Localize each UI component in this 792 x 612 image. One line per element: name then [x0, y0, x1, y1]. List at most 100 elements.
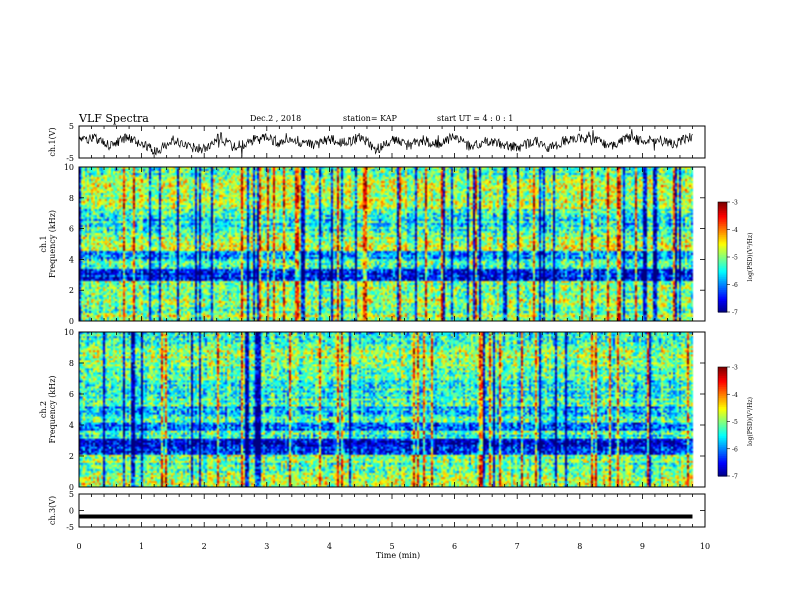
colorbar-segment	[718, 432, 727, 435]
ch2-colorbar: -3 -4 -5 -6 -7 log(PSD)(V²/Hz)	[717, 365, 754, 481]
colorbar-tick-label: -5	[732, 419, 738, 426]
colorbar-segment	[718, 399, 727, 403]
colorbar-tick-label: -4	[732, 227, 738, 234]
colorbar-segment	[718, 264, 727, 267]
colorbar-segment	[718, 304, 727, 308]
colorbar-segment	[718, 302, 727, 306]
colorbar-segment	[718, 279, 727, 282]
colorbar-segment	[718, 448, 727, 452]
x-tick-label: 2	[202, 542, 207, 551]
colorbar-segment	[718, 268, 727, 271]
colorbar-tick-label: -6	[732, 446, 738, 453]
colorbar-segment	[718, 280, 727, 284]
colorbar-segment	[718, 388, 727, 392]
colorbar-segment	[718, 236, 727, 240]
colorbar-segment	[718, 251, 727, 254]
colorbar-segment	[718, 214, 727, 218]
colorbar-segment	[718, 207, 727, 210]
colorbar-segment	[718, 394, 727, 397]
x-tick-label: 4	[327, 542, 332, 551]
colorbar-segment	[718, 370, 727, 374]
colorbar-segment	[718, 403, 727, 406]
colorbar-segment	[718, 368, 727, 372]
colorbar-tick-label: -3	[732, 365, 738, 372]
y-axis-label: ch.1	[39, 235, 48, 252]
colorbar-segment	[718, 383, 727, 386]
colorbar-segment	[718, 390, 727, 394]
colorbar-segment	[718, 386, 727, 390]
y-tick-label: 4	[69, 421, 74, 430]
y-tick-label: 0	[69, 507, 74, 516]
ch2-spectrogram-image	[79, 332, 705, 487]
colorbar-segment	[718, 396, 727, 399]
colorbar-tick-label: -6	[732, 282, 738, 289]
y-tick-label: 10	[64, 163, 74, 172]
colorbar-segment	[718, 456, 727, 459]
colorbar-segment	[718, 277, 727, 280]
start-time-label: start UT = 4 : 0 : 1	[437, 114, 514, 123]
colorbar-segment	[718, 253, 727, 256]
colorbar-segment	[718, 202, 727, 205]
colorbar-segment	[718, 291, 727, 295]
colorbar-segment	[718, 381, 727, 384]
colorbar-segment	[718, 397, 727, 401]
x-tick-label: 8	[577, 542, 582, 551]
colorbar-segment	[718, 306, 727, 309]
y-tick-label: -5	[66, 154, 74, 163]
colorbar-segment	[718, 457, 727, 461]
colorbar-segment	[718, 220, 727, 223]
x-tick-label: 10	[700, 542, 710, 551]
y-tick-label: 2	[69, 286, 74, 295]
time-axis: 0 1 2 3 4 5 6 7 8 9 10 Time (min)	[76, 542, 710, 560]
y-axis-label: ch.1(V)	[48, 127, 57, 156]
colorbar-segment	[718, 213, 727, 216]
colorbar-segment	[718, 439, 727, 443]
colorbar-segment	[718, 271, 727, 275]
colorbar-segment	[718, 374, 727, 377]
colorbar-segment	[718, 452, 727, 455]
colorbar-segment	[718, 401, 727, 404]
ch1-spectrogram-image	[79, 167, 705, 321]
colorbar-segment	[718, 203, 727, 207]
colorbar-label: log(PSD)(V²/Hz)	[747, 233, 754, 282]
colorbar-segment	[718, 406, 727, 410]
colorbar-segment	[718, 414, 727, 417]
y-tick-label: -5	[66, 523, 74, 532]
y-tick-label: 6	[69, 225, 74, 234]
colorbar-segment	[718, 470, 727, 473]
colorbar-segment	[718, 423, 727, 426]
colorbar-segment	[718, 446, 727, 450]
y-axis-label: Frequency (kHz)	[48, 210, 57, 278]
colorbar-segment	[718, 235, 727, 238]
x-tick-label: 5	[389, 542, 394, 551]
colorbar-segment	[718, 385, 727, 388]
colorbar-segment	[718, 288, 727, 291]
x-tick-label: 0	[76, 542, 81, 551]
station-label: station= KAP	[343, 114, 397, 123]
colorbar-segment	[718, 247, 727, 251]
colorbar-segment	[718, 258, 727, 262]
colorbar-segment	[718, 465, 727, 468]
colorbar-segment	[718, 425, 727, 428]
colorbar-segment	[718, 466, 727, 470]
ch2-spectrogram-panel: 0 2 4 6 8 10 ch.2 Frequency (kHz)	[39, 328, 706, 492]
colorbar-segment	[718, 377, 727, 381]
x-tick-label: 6	[452, 542, 457, 551]
colorbar-segment	[718, 417, 727, 421]
ch1-spectrogram-panel: 0 2 4 6 8 10 ch.1 Frequency (kHz)	[39, 163, 706, 326]
colorbar-segment	[718, 426, 727, 430]
y-tick-label: 5	[69, 122, 74, 131]
colorbar-segment	[718, 249, 727, 253]
colorbar-segment	[718, 367, 727, 370]
colorbar-segment	[718, 257, 727, 260]
ch3-waveform-panel: 5 0 -5 ch.3(V)	[48, 490, 706, 532]
colorbar-tick-label: -4	[732, 392, 738, 399]
x-tick-label: 1	[139, 542, 144, 551]
colorbar-label: log(PSD)(V²/Hz)	[747, 397, 754, 446]
colorbar-segment	[718, 430, 727, 433]
colorbar-segment	[718, 450, 727, 453]
colorbar-segment	[718, 233, 727, 236]
colorbar-segment	[718, 428, 727, 432]
colorbar-segment	[718, 282, 727, 286]
colorbar-segment	[718, 260, 727, 264]
